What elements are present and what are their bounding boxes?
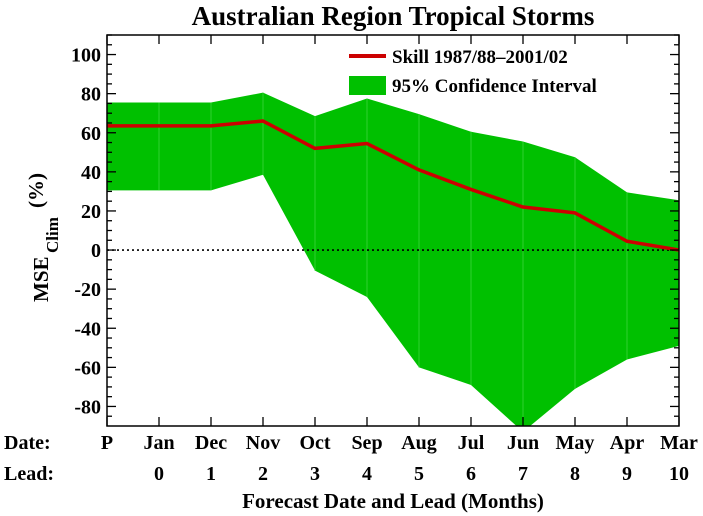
x-lead-label: 10: [669, 463, 689, 485]
x-date-label: Apr: [610, 432, 645, 454]
y-tick-label: -60: [74, 357, 101, 379]
x-lead-label: 4: [362, 463, 372, 485]
lead-row-label: Lead:: [4, 463, 54, 485]
axes: -80 -60 -40 -20 0 20 40 60 80 100 P Jan 0 Dec 1 Nov 2 Oct…: [71, 34, 698, 485]
x-date-label: P: [101, 432, 113, 454]
y-tick-label: 20: [81, 201, 101, 223]
y-tick-label: -20: [74, 279, 101, 301]
x-lead-label: 6: [466, 463, 476, 485]
date-row-label: Date:: [4, 432, 51, 454]
x-lead-label: 5: [414, 463, 424, 485]
x-date-label: May: [556, 432, 595, 454]
chart-title: Australian Region Tropical Storms: [192, 1, 595, 31]
legend-skill-label: Skill 1987/88–2001/02: [392, 47, 568, 68]
x-date-label: Jan: [143, 432, 174, 454]
x-date-label: Oct: [299, 432, 330, 454]
y-axis-title-sub: Clim: [43, 217, 62, 253]
x-lead-label: 2: [258, 463, 268, 485]
y-tick-label: -80: [74, 396, 101, 418]
x-date-label: Nov: [246, 432, 280, 454]
legend-ci-swatch: [349, 76, 386, 95]
x-lead-label: 8: [570, 463, 580, 485]
y-tick-label: 100: [71, 45, 101, 67]
skill-line: [107, 119, 679, 252]
x-date-label: Aug: [401, 432, 437, 454]
legend: Skill 1987/88–2001/02 95% Confidence Int…: [349, 47, 597, 97]
x-lead-label: 0: [154, 463, 164, 485]
x-date-label: Mar: [660, 432, 698, 454]
x-date-label: Jun: [507, 432, 539, 454]
x-lead-label: 9: [622, 463, 632, 485]
y-tick-label: 40: [81, 162, 101, 184]
y-tick-label: 0: [91, 240, 101, 262]
y-tick-label: 60: [81, 123, 101, 145]
x-date-label: Sep: [351, 432, 382, 454]
x-date-label: Jul: [458, 432, 485, 454]
y-axis-title-main: MSE: [29, 256, 53, 302]
y-axis-title-unit: (%): [24, 173, 48, 208]
y-axis-title: MSE Clim (%): [24, 173, 62, 302]
y-tick-label: 80: [81, 84, 101, 106]
y-tick-label: -40: [74, 318, 101, 340]
x-lead-label: 1: [206, 463, 216, 485]
plot-area: [107, 92, 679, 426]
x-lead-label: 3: [310, 463, 320, 485]
x-lead-label: 7: [518, 463, 528, 485]
legend-ci-label: 95% Confidence Interval: [392, 76, 597, 97]
confidence-band: [107, 92, 679, 426]
x-axis-title: Forecast Date and Lead (Months): [242, 489, 544, 513]
x-date-label: Dec: [195, 432, 227, 454]
